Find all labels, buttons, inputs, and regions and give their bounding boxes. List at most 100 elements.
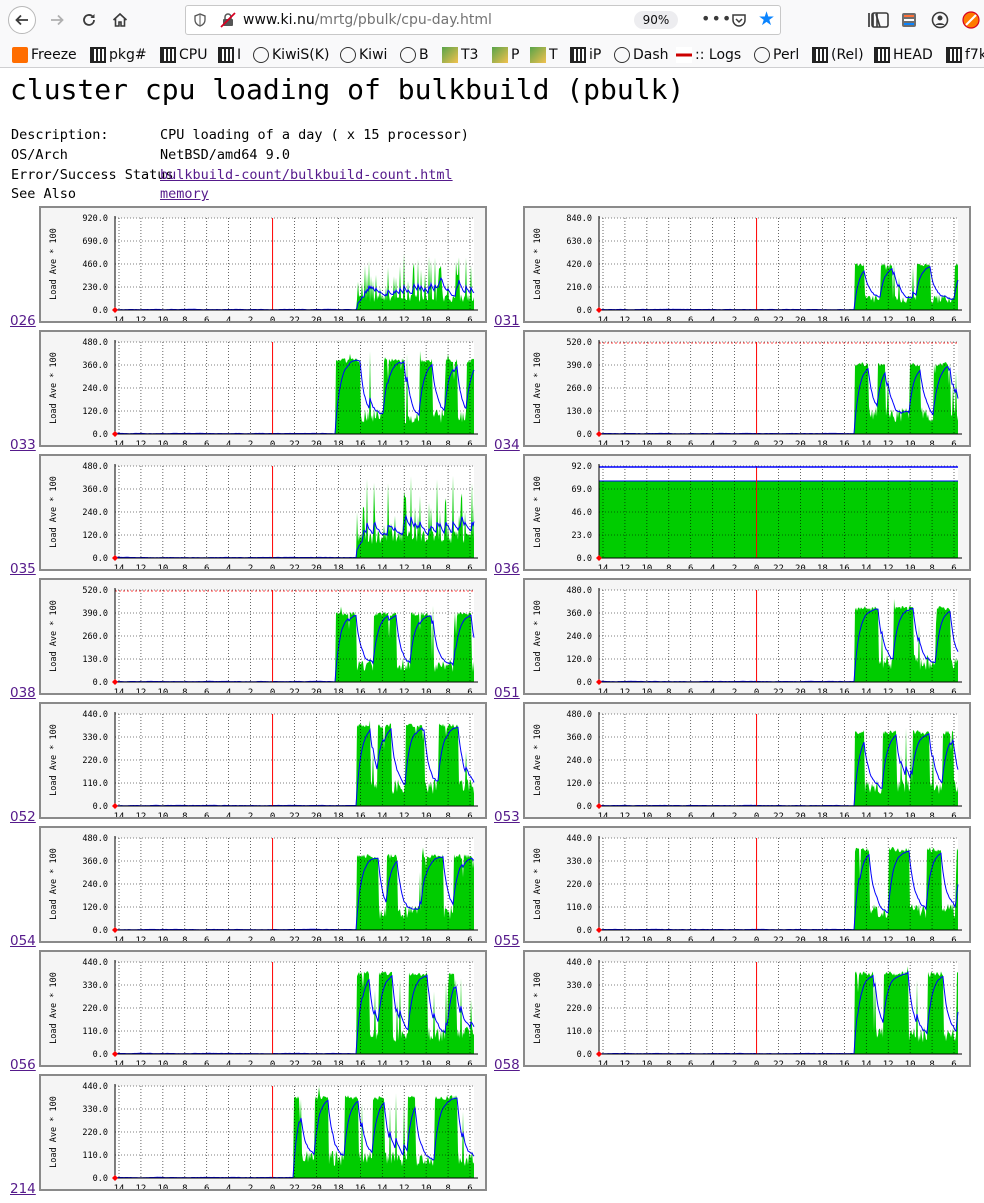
shield-icon[interactable] <box>194 13 206 27</box>
account-icon[interactable] <box>930 10 950 30</box>
cpu-graph-038[interactable]: 0.0 130.0 260.0 390.0 520.0 14 12 10 8 6 4 2 0 22 20 18… <box>39 578 487 695</box>
x-tick-label: 6 <box>951 812 956 817</box>
y-tick-label: 0.0 <box>93 678 108 688</box>
bookmark-logs[interactable]: :: Logs <box>676 45 741 65</box>
x-tick-label: 20 <box>311 316 322 321</box>
cpu-graph-033[interactable]: 0.0 120.0 240.0 360.0 480.0 14 12 10 8 6 4 2 0 22 20 18… <box>39 330 487 447</box>
host-link-058[interactable]: 058 <box>494 1057 520 1073</box>
x-tick-label: 10 <box>641 316 652 321</box>
x-tick-label: 6 <box>688 688 693 693</box>
y-axis-title: Load Ave * 100 <box>533 228 543 300</box>
x-tick-label: 14 <box>598 688 609 693</box>
bookmark-dash[interactable]: Dash <box>614 45 669 65</box>
host-link-035[interactable]: 035 <box>10 561 36 577</box>
y-axis-title: Load Ave * 100 <box>49 352 59 424</box>
reload-button[interactable] <box>75 6 103 34</box>
star-icon[interactable]: ★ <box>758 8 776 30</box>
bookmark-p[interactable]: P <box>492 45 519 65</box>
back-button[interactable] <box>8 6 36 34</box>
cpu-graph-036[interactable]: 0.0 23.0 46.0 69.0 92.0 14 12 10 8 6 4 2 0 22 20 18 16 14… <box>523 454 971 571</box>
page-actions-button[interactable]: ••• <box>701 9 732 28</box>
x-tick-label: 8 <box>929 812 934 817</box>
x-tick-label: 16 <box>839 316 850 321</box>
y-axis-title: Load Ave * 100 <box>533 724 543 796</box>
cpu-graph-058[interactable]: 0.0 110.0 220.0 330.0 440.0 14 12 10 8 6 4 2 0 22 20 18… <box>523 950 971 1067</box>
url-text[interactable]: www.ki.nu/mrtg/pbulk/cpu-day.html <box>243 12 492 28</box>
cpu-graph-214[interactable]: 0.0 110.0 220.0 330.0 440.0 14 12 10 8 6 4 2 0 22 20 18… <box>39 1074 487 1191</box>
host-link-056[interactable]: 056 <box>10 1057 36 1073</box>
bookmark-freeze[interactable]: Freeze <box>12 45 77 65</box>
bookmark-t3[interactable]: T3 <box>442 45 478 65</box>
pocket-icon[interactable] <box>731 12 747 28</box>
cpu-graph-052[interactable]: 0.0 110.0 220.0 330.0 440.0 14 12 10 8 6 4 2 0 22 20 18… <box>39 702 487 819</box>
home-button[interactable] <box>106 6 134 34</box>
y-axis-title: Load Ave * 100 <box>49 476 59 548</box>
forward-button[interactable] <box>43 6 71 34</box>
host-link-053[interactable]: 053 <box>494 809 520 825</box>
host-link-031[interactable]: 031 <box>494 313 520 329</box>
memory-link[interactable]: memory <box>160 186 209 203</box>
url-bar[interactable]: www.ki.nu/mrtg/pbulk/cpu-day.html 90% ••… <box>185 5 781 35</box>
url-path: /mrtg/pbulk/cpu-day.html <box>314 12 492 28</box>
host-link-038[interactable]: 038 <box>10 685 36 701</box>
more-dots-icon: ••• <box>701 9 733 28</box>
bookmark-f7k[interactable]: f7k <box>946 45 984 65</box>
host-link-055[interactable]: 055 <box>494 933 520 949</box>
x-tick-label: 4 <box>226 564 231 569</box>
bookmark-i[interactable]: I <box>218 45 241 65</box>
x-tick-label: 16 <box>355 564 366 569</box>
sidebar-icon[interactable] <box>870 10 890 30</box>
x-tick-label: 10 <box>421 936 432 941</box>
x-tick-label: 2 <box>732 440 737 445</box>
host-link-214[interactable]: 214 <box>10 1181 36 1197</box>
addon-icon[interactable] <box>961 10 981 30</box>
cpu-graph-055[interactable]: 0.0 110.0 220.0 330.0 440.0 14 12 10 8 6 4 2 0 22 20 18… <box>523 826 971 943</box>
host-link-052[interactable]: 052 <box>10 809 36 825</box>
cpu-graph-035[interactable]: 0.0 120.0 240.0 360.0 480.0 14 12 10 8 6 4 2 0 22 20 18… <box>39 454 487 571</box>
bookmark-head[interactable]: HEAD <box>874 45 933 65</box>
y-tick-label: 240.0 <box>82 508 108 518</box>
bookmark-pkg[interactable]: pkg# <box>90 45 147 65</box>
host-link-051[interactable]: 051 <box>494 685 520 701</box>
extension-icon[interactable] <box>899 10 919 30</box>
x-tick-label: 14 <box>114 1184 125 1189</box>
y-axis-title: Load Ave * 100 <box>49 1096 59 1168</box>
x-tick-label: 4 <box>226 1184 231 1189</box>
logs-icon <box>676 47 692 63</box>
insecure-lock-icon[interactable] <box>220 12 236 28</box>
bookmark-ip[interactable]: iP <box>570 45 601 65</box>
cpu-graph-054[interactable]: 0.0 120.0 240.0 360.0 480.0 14 12 10 8 6 4 2 0 22 20 18… <box>39 826 487 943</box>
cpu-graph-026[interactable]: 0.0 230.0 460.0 690.0 920.0 14 12 10 8 6 4 2 0 22 20 18… <box>39 206 487 323</box>
cpu-graph-051[interactable]: 0.0 120.0 240.0 360.0 480.0 14 12 10 8 6 4 2 0 22 20 18… <box>523 578 971 695</box>
cpu-graph-056[interactable]: 0.0 110.0 220.0 330.0 440.0 14 12 10 8 6 4 2 0 22 20 18… <box>39 950 487 1067</box>
cpu-graph-031[interactable]: 0.0 210.0 420.0 630.0 840.0 14 12 10 8 6 4 2 0 22 20 18… <box>523 206 971 323</box>
y-tick-label: 0.0 <box>577 802 592 812</box>
x-tick-label: 14 <box>377 316 388 321</box>
bookmark-perl[interactable]: Perl <box>754 45 799 65</box>
cpu-graph-053[interactable]: 0.0 120.0 240.0 360.0 480.0 14 12 10 8 6 4 2 0 22 20 18… <box>523 702 971 819</box>
x-tick-label: 14 <box>377 564 388 569</box>
x-tick-label: 8 <box>445 564 450 569</box>
bookmark-t[interactable]: T <box>530 45 558 65</box>
x-tick-label: 12 <box>620 936 631 941</box>
x-tick-label: 22 <box>289 440 300 445</box>
page-title: cluster cpu loading of bulkbuild (pbulk) <box>10 73 685 106</box>
bookmark-kiwi[interactable]: Kiwi <box>340 45 387 65</box>
x-tick-label: 8 <box>666 564 671 569</box>
host-link-036[interactable]: 036 <box>494 561 520 577</box>
status-link[interactable]: bulkbuild-count/bulkbuild-count.html <box>160 166 453 183</box>
host-link-054[interactable]: 054 <box>10 933 36 949</box>
x-tick-label: 22 <box>773 564 784 569</box>
zoom-indicator[interactable]: 90% <box>634 11 678 29</box>
bookmark-rel[interactable]: (Rel) <box>812 45 864 65</box>
bookmark-b[interactable]: B <box>400 45 429 65</box>
bookmark-kiwis[interactable]: KiwiS(K) <box>253 45 329 65</box>
host-link-034[interactable]: 034 <box>494 437 520 453</box>
host-link-033[interactable]: 033 <box>10 437 36 453</box>
bookmark-cpu[interactable]: CPU <box>160 45 207 65</box>
x-tick-label: 10 <box>421 564 432 569</box>
origin-marker <box>112 431 118 437</box>
x-tick-label: 10 <box>641 812 652 817</box>
host-link-026[interactable]: 026 <box>10 313 36 329</box>
cpu-graph-034[interactable]: 0.0 130.0 260.0 390.0 520.0 14 12 10 8 6 4 2 0 22 20 18… <box>523 330 971 447</box>
